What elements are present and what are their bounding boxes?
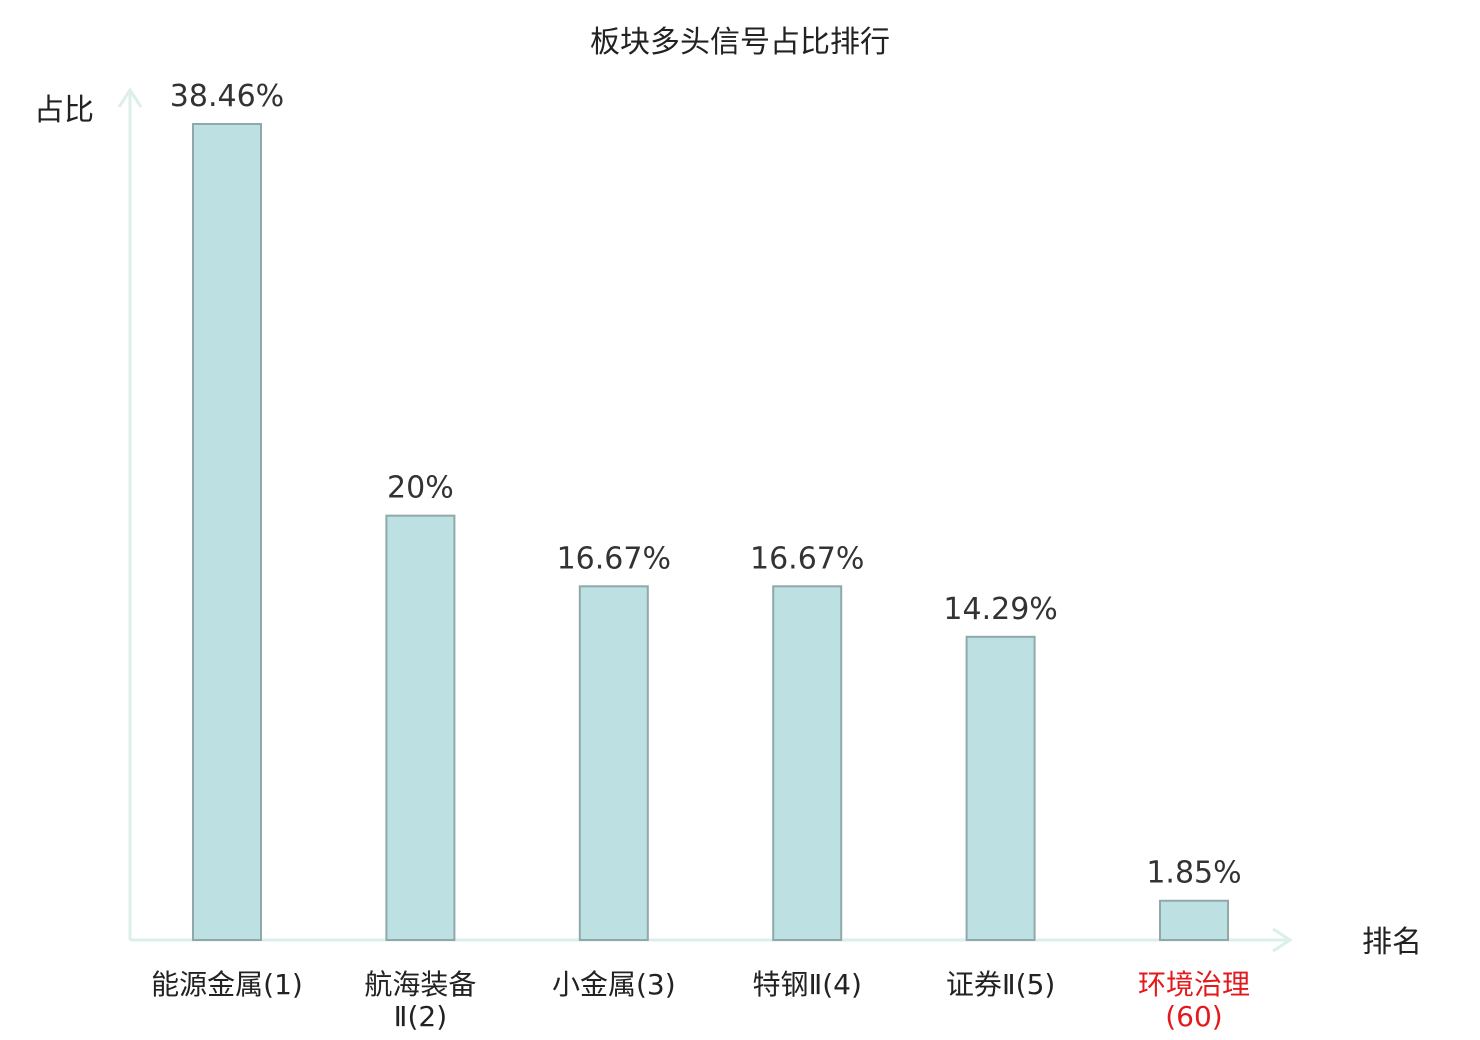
bar: [1159, 899, 1229, 942]
bar: [385, 514, 456, 941]
bar-value-label: 20%: [387, 471, 454, 506]
bar: [965, 635, 1036, 941]
bar-value-label: 16.67%: [750, 541, 864, 576]
category-label: 航海装备: [364, 968, 476, 1001]
category-rank-label: (60): [1165, 1000, 1222, 1033]
chart-title: 板块多头信号占比排行: [590, 25, 890, 60]
bar: [192, 123, 262, 941]
value-labels-group: 38.46% 20% 16.67% 16.67% 14.29% 1.85%: [170, 79, 1242, 891]
category-label: 能源金属(1): [151, 968, 303, 1001]
category-label: 证券Ⅱ(5): [946, 968, 1055, 1001]
y-axis-label: 占比: [34, 93, 94, 128]
category-label: 小金属(3): [552, 968, 676, 1001]
x-axis: [130, 927, 1293, 953]
y-axis: [117, 87, 143, 940]
category-rank-label: Ⅱ(2): [394, 1000, 447, 1033]
bar-value-label: 16.67%: [557, 541, 671, 576]
bar-value-label: 1.85%: [1146, 856, 1241, 891]
category-label: 环境治理: [1138, 968, 1250, 1001]
bar-value-label: 38.46%: [170, 79, 284, 114]
bars-group: [192, 123, 1229, 942]
bar: [772, 585, 843, 941]
category-label: 特钢Ⅱ(4): [752, 968, 861, 1001]
bar: [578, 585, 649, 941]
x-axis-label: 排名: [1362, 925, 1422, 960]
bar-value-label: 14.29%: [943, 592, 1057, 627]
